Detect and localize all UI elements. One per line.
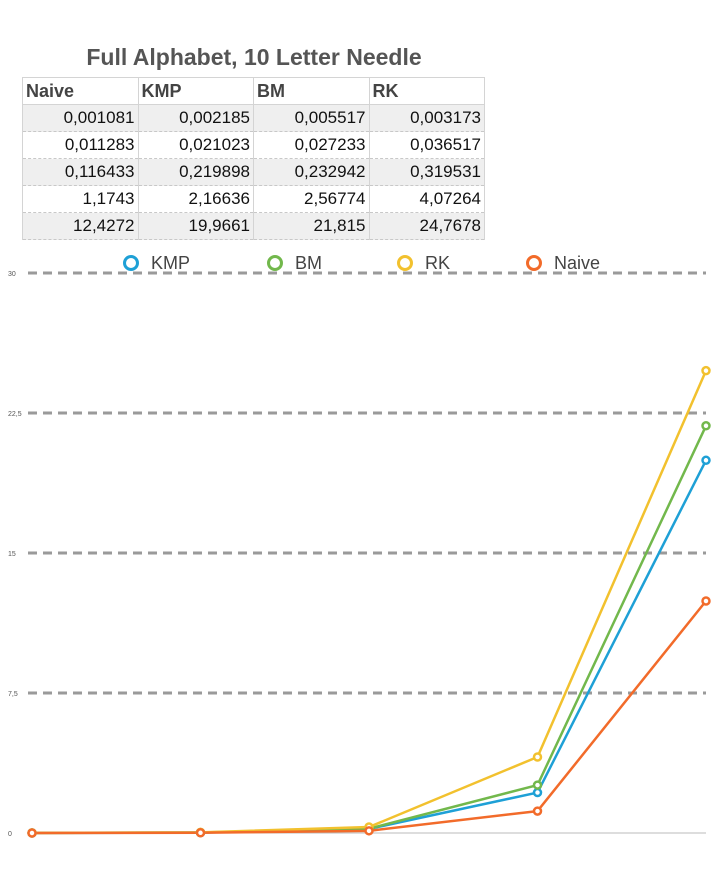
data-point-naive — [27, 828, 37, 838]
legend-marker-kmp — [123, 255, 139, 271]
table-cell: 0,003173 — [368, 104, 485, 132]
y-tick-label: 7,5 — [8, 691, 18, 698]
series-line-kmp — [31, 459, 708, 835]
y-tick-label: 22,5 — [8, 411, 22, 418]
table-row: 0,116433 0,219898 0,232942 0,319531 — [22, 158, 485, 186]
y-tick-label: 15 — [8, 551, 16, 558]
series-line-bm — [31, 425, 708, 835]
table-row: 0,011283 0,021023 0,027233 0,036517 — [22, 131, 485, 159]
data-point-naive — [195, 828, 206, 838]
table-cell: 0,116433 — [22, 158, 139, 186]
data-point-kmp — [532, 787, 543, 798]
table-cell: 0,027233 — [253, 131, 370, 159]
legend-item-bm: BM — [267, 252, 322, 274]
header-rk: RK — [368, 77, 485, 105]
chart-title: Full Alphabet, 10 Letter Needle — [86, 44, 422, 70]
table-cell: 0,002185 — [137, 104, 254, 132]
table-cell: 0,005517 — [253, 104, 370, 132]
table-cell: 0,001081 — [22, 104, 139, 132]
legend-marker-naive — [526, 255, 542, 271]
table-cell: 12,4272 — [22, 212, 139, 240]
table-cell: 2,56774 — [253, 185, 370, 213]
series-line-naive — [31, 600, 707, 835]
table-row: 12,4272 19,9661 21,815 24,7678 — [22, 212, 485, 240]
data-table: Naive KMP BM RK 0,001081 0,002185 0,0055… — [22, 77, 485, 240]
table-cell: 24,7678 — [368, 212, 485, 240]
legend-marker-rk — [397, 255, 413, 271]
series-line-rk — [31, 370, 708, 835]
table-cell: 1,1743 — [22, 185, 139, 213]
legend-label-rk: RK — [425, 252, 451, 273]
table-cell: 0,011283 — [22, 131, 139, 159]
table-cell: 0,036517 — [368, 131, 485, 159]
table-header-row: Naive KMP BM RK — [22, 77, 485, 105]
data-point-naive — [364, 826, 374, 836]
table-cell: 0,319531 — [368, 158, 485, 186]
data-point-rk — [532, 752, 543, 762]
legend: KMP BM RK Naive — [0, 252, 728, 274]
legend-label-bm: BM — [295, 252, 322, 273]
data-point-bm — [532, 780, 543, 790]
y-tick-label: 0 — [8, 831, 12, 838]
table-cell: 2,16636 — [137, 185, 254, 213]
data-point-naive — [532, 806, 543, 816]
legend-label-naive: Naive — [554, 252, 601, 273]
data-point-rk — [701, 365, 711, 376]
header-naive: Naive — [22, 77, 139, 105]
data-point-naive — [701, 596, 711, 606]
data-point-bm — [701, 421, 711, 431]
table-row: 0,001081 0,002185 0,005517 0,003173 — [22, 104, 485, 132]
data-point-kmp — [701, 455, 711, 466]
legend-label-kmp: KMP — [151, 252, 191, 273]
legend-item-kmp: KMP — [123, 252, 190, 274]
header-kmp: KMP — [137, 77, 254, 105]
legend-item-naive: Naive — [526, 252, 600, 274]
table-cell: 21,815 — [253, 212, 370, 240]
table-cell: 0,021023 — [137, 131, 254, 159]
y-tick-label: 30 — [8, 271, 16, 278]
table-cell: 19,9661 — [137, 212, 254, 240]
legend-marker-bm — [267, 255, 283, 271]
legend-item-rk: RK — [397, 252, 450, 274]
